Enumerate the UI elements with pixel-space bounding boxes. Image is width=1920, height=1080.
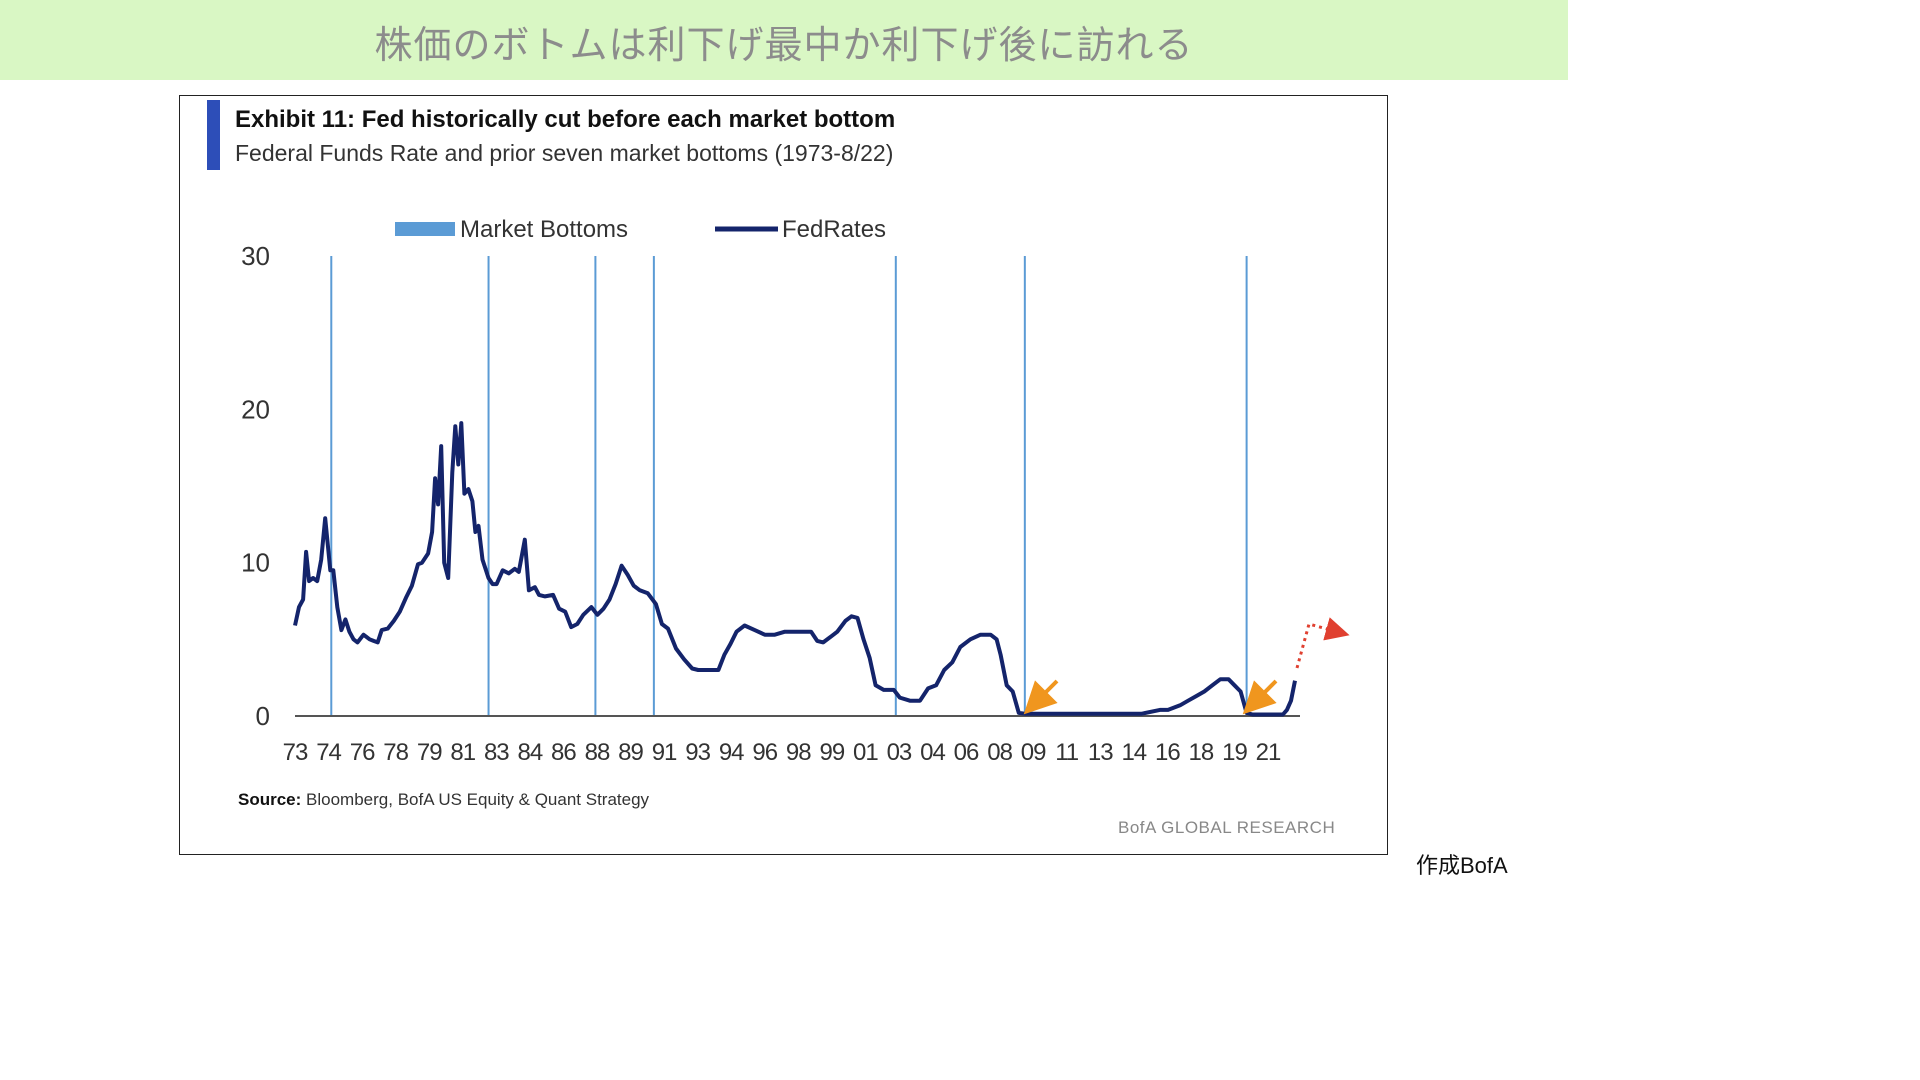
x-tick-label: 03 [887, 739, 912, 766]
x-tick-label: 74 [316, 739, 341, 766]
x-tick-label: 98 [786, 739, 811, 766]
x-tick-label: 08 [987, 739, 1012, 766]
fedrates-line [293, 421, 1297, 717]
legend-label-fedrates: FedRates [782, 216, 886, 243]
market-bottom-lines [330, 256, 1248, 716]
source-text: Bloomberg, BofA US Equity & Quant Strate… [306, 790, 650, 809]
watermark: BofA GLOBAL RESEARCH [1118, 818, 1336, 837]
header-banner: 株価のボトムは利下げ最中か利下げ後に訪れる [0, 0, 1568, 80]
arrow-2020-low [1242, 679, 1278, 715]
x-tick-label: 73 [283, 739, 308, 766]
chart-legend: Market Bottoms FedRates [395, 216, 886, 243]
x-tick-label: 09 [1021, 739, 1046, 766]
legend-label-market-bottoms: Market Bottoms [460, 216, 628, 243]
banner-title: 株価のボトムは利下げ最中か利下げ後に訪れる [374, 23, 1194, 67]
x-tick-label: 16 [1155, 739, 1180, 766]
x-tick-label: 86 [551, 739, 576, 766]
x-tick-label: 06 [954, 739, 979, 766]
x-tick-label: 81 [450, 739, 475, 766]
exhibit-title: Exhibit 11: Fed historically cut before … [235, 106, 896, 133]
x-tick-label: 89 [618, 739, 643, 766]
y-tick-label: 0 [256, 701, 270, 731]
x-tick-label: 18 [1189, 739, 1214, 766]
x-tick-label: 83 [484, 739, 509, 766]
x-axis-tick-labels: 73 74 76 78 79 81 83 84 86 88 89 91 93 94 96 98 99 01 03 04… [283, 739, 1282, 766]
x-tick-label: 76 [350, 739, 375, 766]
x-tick-label: 13 [1088, 739, 1113, 766]
x-tick-label: 11 [1055, 739, 1079, 766]
legend-swatch-market-bottoms [395, 222, 455, 236]
x-tick-label: 99 [819, 739, 844, 766]
x-tick-label: 78 [383, 739, 408, 766]
x-tick-label: 04 [920, 739, 945, 766]
y-axis: 0 10 20 30 [241, 241, 270, 731]
fedrates-series [293, 421, 1297, 717]
x-tick-label: 14 [1121, 739, 1146, 766]
source-note: Source: Bloomberg, BofA US Equity & Quan… [238, 790, 649, 810]
y-tick-label: 20 [241, 394, 270, 424]
annotations [1023, 617, 1350, 715]
x-tick-label: 21 [1256, 739, 1281, 766]
x-tick-label: 88 [585, 739, 610, 766]
source-label: Source: [238, 790, 302, 809]
exhibit-subtitle: Federal Funds Rate and prior seven marke… [235, 140, 894, 166]
x-tick-label: 93 [685, 739, 710, 766]
y-tick-label: 10 [241, 548, 270, 578]
x-tick-label: 79 [417, 739, 442, 766]
x-tick-label: 96 [752, 739, 777, 766]
x-tick-label: 84 [518, 739, 543, 766]
x-tick-label: 94 [719, 739, 744, 766]
arrow-2009-low [1023, 679, 1059, 715]
exhibit-accent-bar [207, 100, 220, 170]
chart-frame [179, 95, 1388, 855]
x-tick-label: 91 [652, 739, 677, 766]
forecast-arrow [1295, 617, 1350, 669]
y-tick-label: 30 [241, 241, 270, 271]
x-tick-label: 19 [1222, 739, 1247, 766]
x-tick-label: 01 [853, 739, 878, 766]
credit-label: 作成BofA [1416, 853, 1508, 878]
